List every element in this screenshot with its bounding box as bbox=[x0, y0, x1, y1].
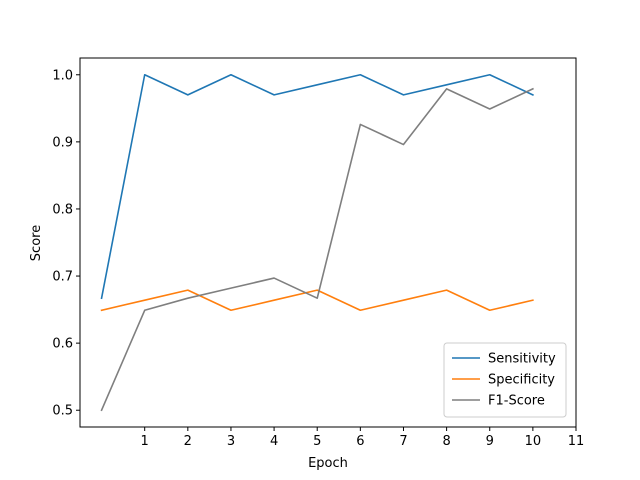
legend-label-specificity: Specificity bbox=[488, 373, 555, 388]
y-tick-label: 0.8 bbox=[52, 202, 73, 217]
series-line-sensitivity bbox=[100, 73, 534, 300]
x-tick-label: 6 bbox=[356, 434, 364, 449]
x-tick-label: 11 bbox=[568, 434, 585, 449]
x-tick-label: 7 bbox=[399, 434, 407, 449]
axes-frame bbox=[79, 57, 577, 428]
x-tick-label: 10 bbox=[525, 434, 542, 449]
legend-box bbox=[443, 342, 567, 418]
y-tick-label: 0.5 bbox=[52, 404, 73, 419]
x-tick-label: 2 bbox=[184, 434, 192, 449]
axes: 1 2 3 4 5 6 7 8 9 10 11 0.5 0.6 0.7 0.8 0.9 1.0 bbox=[52, 57, 585, 449]
y-tick-label: 0.7 bbox=[52, 270, 73, 285]
plot-area bbox=[100, 73, 534, 412]
y-tick-label: 1.0 bbox=[52, 68, 73, 83]
y-tick-label: 0.9 bbox=[52, 135, 73, 150]
legend-label-sensitivity: Sensitivity bbox=[488, 352, 556, 367]
y-tick-label: 0.6 bbox=[52, 337, 73, 352]
x-tick-label: 4 bbox=[270, 434, 278, 449]
x-tick-label: 5 bbox=[313, 434, 321, 449]
x-tick-label: 9 bbox=[486, 434, 494, 449]
x-tick-label: 8 bbox=[442, 434, 450, 449]
legend-label-f1-score: F1-Score bbox=[488, 394, 545, 409]
series-line-specificity bbox=[100, 289, 534, 312]
series-line-f1-score bbox=[100, 87, 534, 412]
legend: Sensitivity Specificity F1-Score bbox=[443, 342, 567, 418]
x-axis-label: Epoch bbox=[308, 456, 348, 471]
x-tick-label: 1 bbox=[141, 434, 149, 449]
x-tick-label: 3 bbox=[227, 434, 235, 449]
y-axis-label: Score bbox=[29, 225, 44, 261]
